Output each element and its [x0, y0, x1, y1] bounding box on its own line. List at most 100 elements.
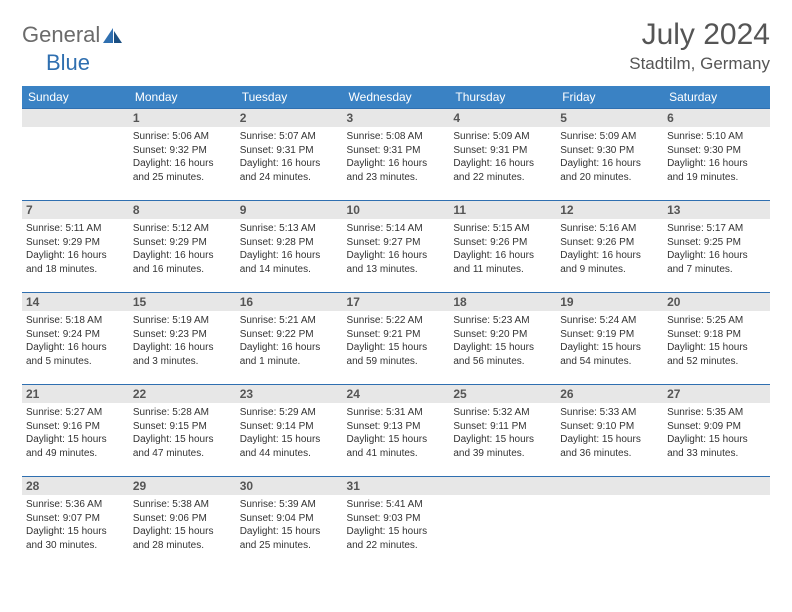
calendar-day-cell: 9Sunrise: 5:13 AMSunset: 9:28 PMDaylight… [236, 201, 343, 293]
day-number-empty [22, 109, 129, 127]
calendar-day-cell: 25Sunrise: 5:32 AMSunset: 9:11 PMDayligh… [449, 385, 556, 477]
logo: General [22, 22, 126, 48]
day-number: 5 [556, 109, 663, 127]
weekday-header: Thursday [449, 86, 556, 109]
day-number: 10 [343, 201, 450, 219]
month-title: July 2024 [629, 18, 770, 52]
calendar-week-row: 14Sunrise: 5:18 AMSunset: 9:24 PMDayligh… [22, 293, 770, 385]
day-number: 24 [343, 385, 450, 403]
day-info: Sunrise: 5:32 AMSunset: 9:11 PMDaylight:… [449, 403, 556, 464]
calendar-day-cell: 11Sunrise: 5:15 AMSunset: 9:26 PMDayligh… [449, 201, 556, 293]
day-number: 27 [663, 385, 770, 403]
logo-sail-icon [102, 26, 124, 44]
calendar-day-cell: 19Sunrise: 5:24 AMSunset: 9:19 PMDayligh… [556, 293, 663, 385]
calendar-week-row: 21Sunrise: 5:27 AMSunset: 9:16 PMDayligh… [22, 385, 770, 477]
calendar-day-cell: 23Sunrise: 5:29 AMSunset: 9:14 PMDayligh… [236, 385, 343, 477]
day-info: Sunrise: 5:17 AMSunset: 9:25 PMDaylight:… [663, 219, 770, 280]
day-info: Sunrise: 5:39 AMSunset: 9:04 PMDaylight:… [236, 495, 343, 556]
calendar-day-cell [663, 477, 770, 569]
calendar-day-cell: 27Sunrise: 5:35 AMSunset: 9:09 PMDayligh… [663, 385, 770, 477]
day-number: 14 [22, 293, 129, 311]
day-number: 1 [129, 109, 236, 127]
day-number: 16 [236, 293, 343, 311]
day-info: Sunrise: 5:36 AMSunset: 9:07 PMDaylight:… [22, 495, 129, 556]
day-info: Sunrise: 5:12 AMSunset: 9:29 PMDaylight:… [129, 219, 236, 280]
calendar-day-cell: 24Sunrise: 5:31 AMSunset: 9:13 PMDayligh… [343, 385, 450, 477]
day-number-empty [663, 477, 770, 495]
day-number: 15 [129, 293, 236, 311]
day-info: Sunrise: 5:38 AMSunset: 9:06 PMDaylight:… [129, 495, 236, 556]
day-number: 2 [236, 109, 343, 127]
calendar-day-cell: 8Sunrise: 5:12 AMSunset: 9:29 PMDaylight… [129, 201, 236, 293]
calendar-day-cell: 14Sunrise: 5:18 AMSunset: 9:24 PMDayligh… [22, 293, 129, 385]
calendar-day-cell [556, 477, 663, 569]
day-info: Sunrise: 5:21 AMSunset: 9:22 PMDaylight:… [236, 311, 343, 372]
day-number: 23 [236, 385, 343, 403]
calendar-day-cell: 13Sunrise: 5:17 AMSunset: 9:25 PMDayligh… [663, 201, 770, 293]
calendar-table: SundayMondayTuesdayWednesdayThursdayFrid… [22, 86, 770, 569]
day-info: Sunrise: 5:22 AMSunset: 9:21 PMDaylight:… [343, 311, 450, 372]
day-number: 28 [22, 477, 129, 495]
day-info: Sunrise: 5:16 AMSunset: 9:26 PMDaylight:… [556, 219, 663, 280]
day-number: 19 [556, 293, 663, 311]
day-info: Sunrise: 5:14 AMSunset: 9:27 PMDaylight:… [343, 219, 450, 280]
calendar-day-cell: 6Sunrise: 5:10 AMSunset: 9:30 PMDaylight… [663, 109, 770, 201]
day-info: Sunrise: 5:06 AMSunset: 9:32 PMDaylight:… [129, 127, 236, 188]
calendar-week-row: 28Sunrise: 5:36 AMSunset: 9:07 PMDayligh… [22, 477, 770, 569]
calendar-day-cell: 28Sunrise: 5:36 AMSunset: 9:07 PMDayligh… [22, 477, 129, 569]
calendar-day-cell: 29Sunrise: 5:38 AMSunset: 9:06 PMDayligh… [129, 477, 236, 569]
logo-text-blue: Blue [46, 50, 90, 75]
day-number: 13 [663, 201, 770, 219]
calendar-day-cell [449, 477, 556, 569]
day-info: Sunrise: 5:31 AMSunset: 9:13 PMDaylight:… [343, 403, 450, 464]
day-number: 22 [129, 385, 236, 403]
day-number: 20 [663, 293, 770, 311]
calendar-day-cell: 16Sunrise: 5:21 AMSunset: 9:22 PMDayligh… [236, 293, 343, 385]
logo-text-general: General [22, 22, 100, 48]
weekday-header: Friday [556, 86, 663, 109]
calendar-body: 1Sunrise: 5:06 AMSunset: 9:32 PMDaylight… [22, 109, 770, 569]
calendar-week-row: 7Sunrise: 5:11 AMSunset: 9:29 PMDaylight… [22, 201, 770, 293]
calendar-day-cell: 10Sunrise: 5:14 AMSunset: 9:27 PMDayligh… [343, 201, 450, 293]
weekday-header: Wednesday [343, 86, 450, 109]
day-number: 18 [449, 293, 556, 311]
calendar-day-cell: 7Sunrise: 5:11 AMSunset: 9:29 PMDaylight… [22, 201, 129, 293]
weekday-header: Saturday [663, 86, 770, 109]
day-info: Sunrise: 5:24 AMSunset: 9:19 PMDaylight:… [556, 311, 663, 372]
calendar-day-cell: 21Sunrise: 5:27 AMSunset: 9:16 PMDayligh… [22, 385, 129, 477]
day-info: Sunrise: 5:09 AMSunset: 9:31 PMDaylight:… [449, 127, 556, 188]
day-number: 30 [236, 477, 343, 495]
calendar-day-cell: 26Sunrise: 5:33 AMSunset: 9:10 PMDayligh… [556, 385, 663, 477]
day-number: 26 [556, 385, 663, 403]
day-number: 8 [129, 201, 236, 219]
day-info: Sunrise: 5:10 AMSunset: 9:30 PMDaylight:… [663, 127, 770, 188]
day-info: Sunrise: 5:33 AMSunset: 9:10 PMDaylight:… [556, 403, 663, 464]
day-info: Sunrise: 5:19 AMSunset: 9:23 PMDaylight:… [129, 311, 236, 372]
calendar-page: General July 2024 Stadtilm, Germany Blue… [0, 0, 792, 587]
day-number: 29 [129, 477, 236, 495]
day-number: 12 [556, 201, 663, 219]
day-number: 6 [663, 109, 770, 127]
weekday-header: Tuesday [236, 86, 343, 109]
day-info: Sunrise: 5:28 AMSunset: 9:15 PMDaylight:… [129, 403, 236, 464]
calendar-day-cell: 20Sunrise: 5:25 AMSunset: 9:18 PMDayligh… [663, 293, 770, 385]
day-info: Sunrise: 5:29 AMSunset: 9:14 PMDaylight:… [236, 403, 343, 464]
calendar-day-cell: 3Sunrise: 5:08 AMSunset: 9:31 PMDaylight… [343, 109, 450, 201]
weekday-header: Sunday [22, 86, 129, 109]
day-info: Sunrise: 5:09 AMSunset: 9:30 PMDaylight:… [556, 127, 663, 188]
calendar-day-cell: 4Sunrise: 5:09 AMSunset: 9:31 PMDaylight… [449, 109, 556, 201]
calendar-day-cell: 15Sunrise: 5:19 AMSunset: 9:23 PMDayligh… [129, 293, 236, 385]
day-number: 9 [236, 201, 343, 219]
calendar-day-cell: 1Sunrise: 5:06 AMSunset: 9:32 PMDaylight… [129, 109, 236, 201]
day-number: 21 [22, 385, 129, 403]
day-info: Sunrise: 5:08 AMSunset: 9:31 PMDaylight:… [343, 127, 450, 188]
day-number: 25 [449, 385, 556, 403]
calendar-day-cell [22, 109, 129, 201]
day-number: 17 [343, 293, 450, 311]
calendar-week-row: 1Sunrise: 5:06 AMSunset: 9:32 PMDaylight… [22, 109, 770, 201]
day-info: Sunrise: 5:35 AMSunset: 9:09 PMDaylight:… [663, 403, 770, 464]
calendar-day-cell: 12Sunrise: 5:16 AMSunset: 9:26 PMDayligh… [556, 201, 663, 293]
day-info: Sunrise: 5:11 AMSunset: 9:29 PMDaylight:… [22, 219, 129, 280]
day-number: 3 [343, 109, 450, 127]
day-number: 31 [343, 477, 450, 495]
